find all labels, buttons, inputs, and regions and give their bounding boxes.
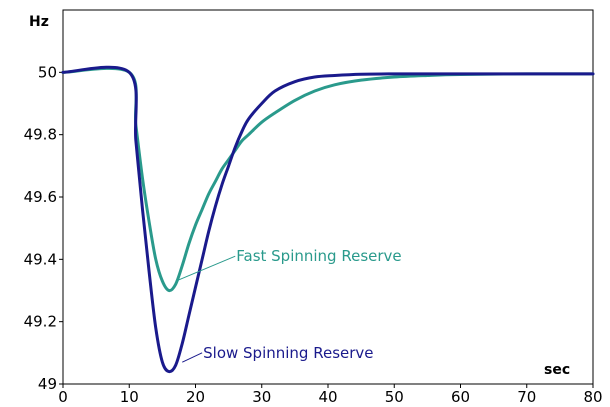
plot-frame (62, 9, 594, 385)
annotation-leader (182, 352, 203, 363)
x-tick-label: 80 (583, 388, 602, 406)
y-axis-unit-label: Hz (29, 14, 49, 30)
x-tick-label: 50 (385, 388, 404, 406)
y-tick-label: 49.8 (24, 126, 57, 144)
y-tick-label: 49.2 (24, 313, 57, 331)
x-tick-label: 70 (517, 388, 536, 406)
y-tick-label: 49 (38, 375, 57, 393)
x-tick-label: 0 (58, 388, 68, 406)
x-tick-label: 40 (318, 388, 337, 406)
x-axis-unit-label: sec (544, 362, 570, 378)
series-line-0 (61, 66, 595, 293)
y-tick-label: 49.4 (24, 250, 57, 268)
series-line-1 (61, 65, 595, 374)
x-tick-label: 30 (252, 388, 271, 406)
x-tick-label: 20 (186, 388, 205, 406)
y-tick-label: 50 (38, 63, 57, 81)
x-tick-label: 60 (451, 388, 470, 406)
annotation-leader (175, 255, 236, 282)
x-tick-label: 10 (120, 388, 139, 406)
y-tick-label: 49.6 (24, 188, 57, 206)
annotation-label: Slow Spinning Reserve (203, 344, 373, 362)
annotation-label: Fast Spinning Reserve (236, 247, 401, 265)
